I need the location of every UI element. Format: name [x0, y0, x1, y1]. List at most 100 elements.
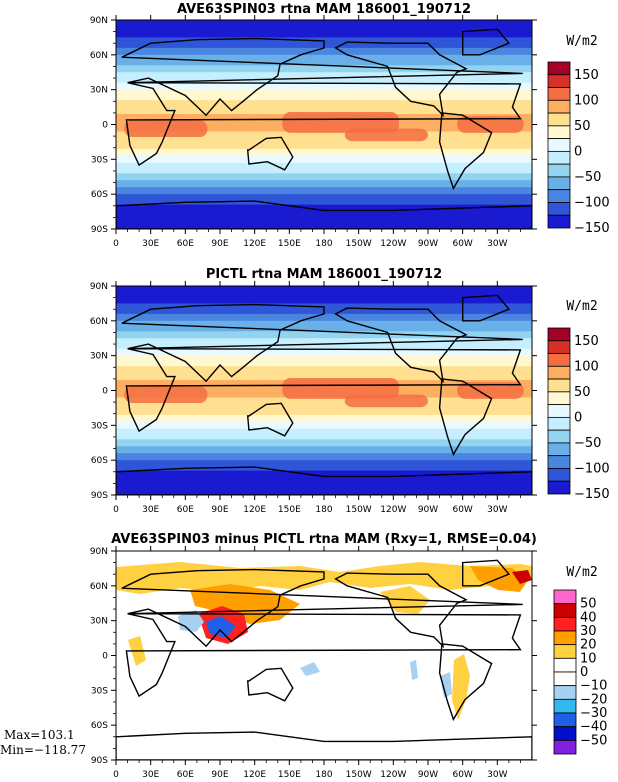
colorbar-swatch-0	[547, 61, 571, 76]
colorbar-swatch-4	[553, 644, 577, 659]
x-tick-label-9: 90W	[418, 770, 438, 780]
x-tick-label-11: 30W	[487, 505, 507, 515]
field-band-59	[116, 225, 532, 229]
field-band-10	[116, 54, 532, 59]
x-tick-label-9: 90W	[418, 239, 438, 249]
x-tick-label-0: 0	[113, 239, 119, 249]
field-warm-patch-1	[282, 111, 399, 133]
field-band-9	[116, 51, 532, 56]
x-tick-label-7: 150W	[346, 770, 372, 780]
x-tick-label-11: 30W	[487, 239, 507, 249]
field-band-39	[116, 155, 532, 160]
colorbar-swatch-10	[547, 189, 571, 203]
colorbar-swatch-3	[547, 99, 571, 114]
field-band-21	[116, 93, 532, 98]
panel-2-colorbar-unit: W/m2	[566, 299, 597, 314]
field-warm-patch-1	[282, 377, 399, 399]
x-tick-label-10: 60W	[452, 770, 472, 780]
field-band-36	[116, 145, 532, 150]
coast-australia	[246, 402, 294, 437]
field-band-38	[116, 418, 532, 423]
colorbar-swatch-0	[553, 589, 577, 605]
y-tick-label-6: 90S	[91, 756, 108, 766]
x-tick-label-10: 60W	[452, 239, 472, 249]
panel-2-colorbar: 150 100 50 0 −50 −100 −150	[547, 327, 610, 502]
colorbar-swatch-3	[553, 630, 577, 646]
panel-2: PICTL rtna MAM 186001_190712 0 30E 60E 90E 1…	[90, 267, 610, 515]
y-tick-label-6: 90S	[91, 491, 108, 501]
x-tick-label-9: 90W	[418, 505, 438, 515]
colorbar-swatch-7	[547, 150, 571, 165]
coast-antarctica	[116, 466, 532, 495]
y-tick-label-3: 0	[102, 652, 108, 662]
coast-africa	[125, 613, 522, 698]
field-band-2	[116, 292, 532, 298]
colorbar-label-8: −30	[580, 706, 607, 721]
field-band-50	[116, 460, 532, 465]
field-warm-patch-0	[124, 120, 208, 138]
field-band-33	[116, 134, 532, 140]
panel-3: AVE63SPIN03 minus PICTL rtna MAM (Rxy=1,…	[0, 532, 607, 780]
colorbar-label-1: 100	[574, 359, 599, 374]
field-band-51	[116, 197, 532, 202]
coast-greenland	[462, 294, 511, 322]
colorbar-label-10: −50	[580, 733, 607, 748]
y-tick-label-0: 90N	[90, 282, 108, 292]
coast-africa	[125, 348, 522, 433]
coast-north-america	[334, 307, 468, 384]
diff-patch-asia-blue	[206, 616, 236, 638]
colorbar-swatch-10	[547, 455, 571, 469]
colorbar-swatch-11	[547, 468, 571, 482]
field-band-34	[116, 138, 532, 143]
x-tick-label-4: 120E	[243, 239, 266, 249]
colorbar-label-0: 50	[580, 597, 597, 612]
field-band-37	[116, 414, 532, 419]
field-band-42	[116, 432, 532, 437]
y-tick-label-5: 60S	[91, 456, 108, 466]
panel-3-title: AVE63SPIN03 minus PICTL rtna MAM (Rxy=1,…	[111, 532, 537, 547]
x-tick-label-1: 30E	[142, 770, 159, 780]
panel-3-coastlines	[116, 559, 532, 760]
colorbar-swatch-5	[553, 657, 577, 673]
colorbar-swatch-1	[547, 340, 571, 354]
field-band-14	[116, 334, 532, 339]
colorbar-label-1: 40	[580, 610, 597, 625]
colorbar-label-2: 50	[574, 119, 591, 134]
x-tick-label-8: 120W	[380, 770, 406, 780]
field-band-5	[116, 37, 532, 42]
coast-south-america	[438, 112, 493, 191]
colorbar-swatch-7	[547, 416, 571, 431]
x-tick-label-4: 120E	[243, 505, 266, 515]
colorbar-label-4: −50	[574, 170, 601, 185]
coast-south-america	[438, 378, 493, 457]
field-band-0	[116, 286, 532, 291]
colorbar-swatch-1	[553, 603, 577, 618]
x-tick-label-11: 30W	[487, 770, 507, 780]
field-band-13	[116, 331, 532, 336]
field-band-52	[116, 201, 532, 206]
coast-eurasia	[121, 303, 523, 383]
field-band-32	[116, 131, 532, 136]
field-band-4	[116, 33, 532, 39]
panel-2-coastlines	[116, 294, 532, 495]
field-band-48	[116, 187, 532, 192]
field-band-46	[116, 446, 532, 451]
colorbar-swatch-10	[553, 726, 577, 741]
colorbar-label-4: −50	[574, 436, 601, 451]
y-tick-label-1: 60N	[90, 51, 108, 61]
diff-patch-pacific-blue	[410, 660, 418, 680]
colorbar-swatch-3	[547, 365, 571, 380]
colorbar-label-0: 150	[574, 334, 599, 349]
field-band-0	[116, 20, 532, 25]
x-tick-label-5: 150E	[278, 770, 301, 780]
y-tick-label-2: 30N	[90, 617, 108, 627]
panel-2-axes: 0 30E 60E 90E 120E 150E 180 150W 120W 90W 60W 30W 90…	[90, 281, 537, 515]
panel-3-colorbar-unit: W/m2	[566, 565, 597, 580]
colorbar-label-5: 0	[580, 665, 588, 680]
x-tick-label-2: 60E	[177, 505, 194, 515]
x-tick-label-5: 150E	[278, 239, 301, 249]
coast-australia	[246, 667, 294, 702]
colorbar-label-1: 100	[574, 93, 599, 108]
field-band-41	[116, 428, 532, 433]
